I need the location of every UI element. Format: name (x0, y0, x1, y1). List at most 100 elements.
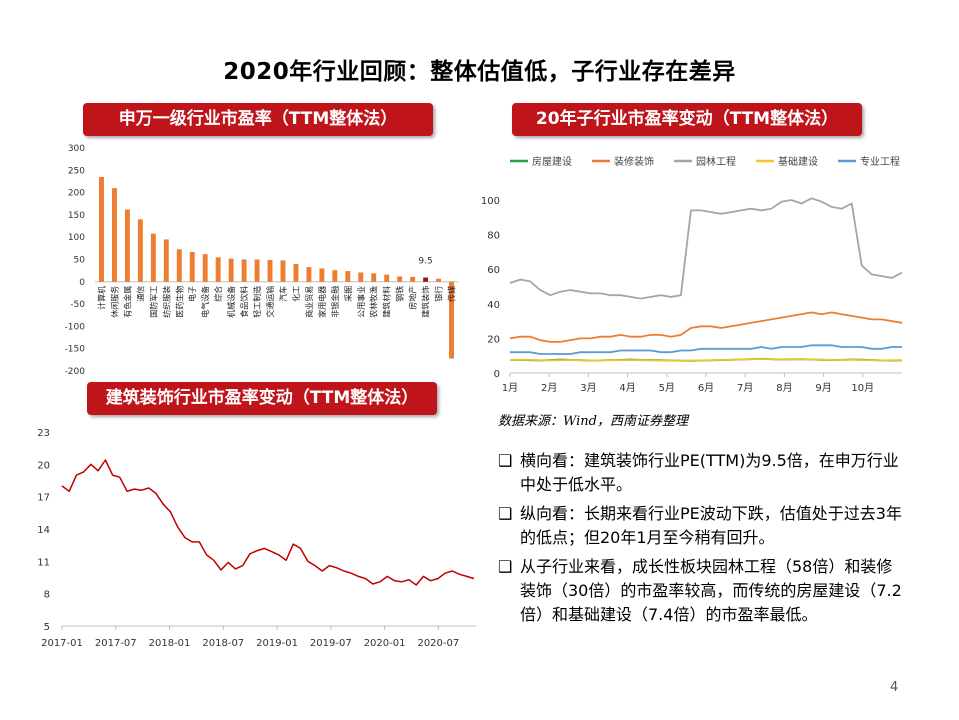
y-tick-label: 100 (68, 233, 85, 243)
category-label: 休闲服务 (109, 286, 119, 318)
series-line-基础建设 (509, 358, 902, 362)
y-tick-label: 23 (37, 428, 50, 439)
category-label: 传媒 (447, 286, 457, 302)
x-tick-label: 2017-01 (41, 638, 83, 649)
industry-pe-banner: 申万一级行业市盈率（TTM整体法） (83, 103, 433, 136)
bar-有色金属 (124, 209, 130, 282)
legend-label: 房屋建设 (532, 155, 572, 168)
bullet-text: 从子行业来看，成长性板块园林工程（58倍）和装修装饰（30倍）的市盈率较高，而传… (520, 557, 902, 624)
bullet-sub-industry: ❑ 从子行业来看，成长性板块园林工程（58倍）和装修装饰（30倍）的市盈率较高，… (498, 555, 908, 627)
page-number: 4 (890, 680, 899, 695)
category-label: 商业贸易 (304, 286, 314, 318)
bar-交通运输 (267, 259, 273, 282)
y-tick-label: 20 (37, 460, 50, 471)
x-tick-label: 7月 (737, 382, 753, 394)
series-line-园林工程 (509, 197, 903, 300)
bar-农林牧渔 (371, 273, 377, 282)
y-tick-label: 50 (74, 256, 86, 266)
bar-医药生物 (176, 249, 182, 282)
y-tick-label: 150 (68, 211, 85, 221)
y-tick-label: 0 (79, 278, 85, 288)
series-line-专业工程 (510, 344, 902, 355)
bar-综合 (215, 257, 221, 282)
x-tick-label: 2018-07 (202, 638, 244, 649)
bar-汽车 (280, 260, 286, 282)
legend-label: 园林工程 (696, 155, 736, 168)
y-tick-label: 200 (68, 189, 85, 199)
x-tick-label: 1月 (502, 382, 518, 394)
bar-建筑装饰 (423, 277, 429, 282)
category-label: 计算机 (96, 286, 106, 310)
category-label: 通信 (135, 286, 145, 302)
data-label: 9.5 (418, 257, 432, 267)
source-note: 数据来源：Wind，西南证券整理 (498, 414, 688, 429)
bullet-vertical: ❑ 纵向看：长期来看行业PE波动下跌，估值处于过去3年的低点；但20年1月至今稍… (498, 502, 908, 550)
category-label: 轻工制造 (252, 286, 262, 318)
legend-label: 专业工程 (860, 155, 900, 168)
y-tick-label: 5 (44, 622, 50, 633)
category-label: 电子 (187, 286, 197, 302)
sub-industry-pe-line-chart: 房屋建设 装修装饰 园林工程 基础建设 专业工程 100 80 60 40 20 01月 2月 3月 4… (481, 155, 903, 394)
bar-轻工制造 (254, 259, 260, 282)
x-tick-label: 5月 (659, 382, 675, 394)
category-label: 食品饮料 (239, 286, 249, 318)
x-tick-label: 10月 (851, 382, 874, 394)
category-label: 纺织服装 (161, 286, 171, 318)
category-label: 化工 (291, 286, 301, 302)
bullet-text: 横向看：建筑装饰行业PE(TTM)为9.5倍，在申万行业中处于低水平。 (520, 451, 899, 494)
category-label: 银行 (434, 286, 444, 302)
bullet-text: 纵向看：长期来看行业PE波动下跌，估值处于过去3年的低点；但20年1月至今稍有回… (520, 504, 902, 547)
sub-industry-pe-banner: 20年子行业市盈率变动（TTM整体法） (512, 103, 862, 136)
bar-非银金融 (332, 270, 338, 282)
x-tick-label: 9月 (815, 382, 831, 394)
y-tick-label: 11 (37, 557, 50, 568)
bullet-horizontal: ❑ 横向看：建筑装饰行业PE(TTM)为9.5倍，在申万行业中处于低水平。 (498, 449, 908, 497)
y-tick-label: -200 (65, 367, 86, 377)
checkbox-bullet-icon: ❑ (498, 504, 513, 523)
bar-电子 (189, 251, 195, 282)
bar-休闲服务 (111, 188, 117, 282)
category-label: 采掘 (343, 286, 353, 302)
y-tick-label: 20 (487, 334, 500, 345)
category-label: 农林牧渔 (369, 286, 379, 318)
category-label: 非银金融 (330, 286, 340, 318)
bar-商业贸易 (306, 267, 312, 282)
category-label: 机械设备 (226, 286, 236, 318)
category-label: 建筑装饰 (421, 286, 431, 318)
bar-化工 (293, 263, 299, 282)
category-label: 电气设备 (200, 286, 210, 318)
category-label: 房地产 (408, 286, 418, 310)
checkbox-bullet-icon: ❑ (498, 451, 513, 470)
x-tick-label: 2020-07 (417, 638, 459, 649)
bar-公用事业 (358, 272, 364, 282)
bar-电气设备 (202, 254, 208, 282)
bar-传媒 (449, 281, 454, 359)
bar-机械设备 (228, 258, 234, 282)
y-tick-label: 60 (487, 265, 500, 276)
construction-pe-banner: 建筑装饰行业市盈率变动（TTM整体法） (87, 382, 437, 415)
y-tick-label: 40 (487, 300, 500, 311)
x-tick-label: 8月 (776, 382, 792, 394)
x-tick-label: 2019-01 (256, 638, 298, 649)
category-label: 建筑材料 (382, 286, 392, 318)
bar-计算机 (99, 176, 104, 282)
industry-pe-bar-chart: 300 250 200 150 100 50 0 -50 -100 -150 -200 计算机 休闲服… (65, 144, 458, 377)
y-tick-label: 0 (494, 369, 500, 380)
construction-pe-line-chart: 23 20 17 14 11 8 5 2017-01 2017-07 2018-01 2018-07… (37, 428, 476, 649)
bar-通信 (137, 219, 143, 282)
y-tick-label: 17 (37, 493, 50, 504)
y-tick-label: 250 (68, 166, 85, 176)
bar-钢铁 (397, 276, 403, 282)
bar-国防军工 (150, 233, 156, 282)
y-tick-label: 8 (44, 590, 50, 601)
y-tick-label: -150 (65, 345, 86, 355)
x-tick-label: 6月 (698, 382, 714, 394)
x-tick-label: 2020-01 (364, 638, 406, 649)
category-label: 汽车 (278, 286, 288, 302)
y-tick-label: 300 (68, 144, 85, 154)
x-tick-label: 4月 (619, 382, 635, 394)
legend-label: 装修装饰 (614, 155, 654, 168)
x-tick-label: 2017-07 (95, 638, 137, 649)
category-label: 交通运输 (265, 286, 275, 318)
x-tick-label: 2月 (541, 382, 557, 394)
